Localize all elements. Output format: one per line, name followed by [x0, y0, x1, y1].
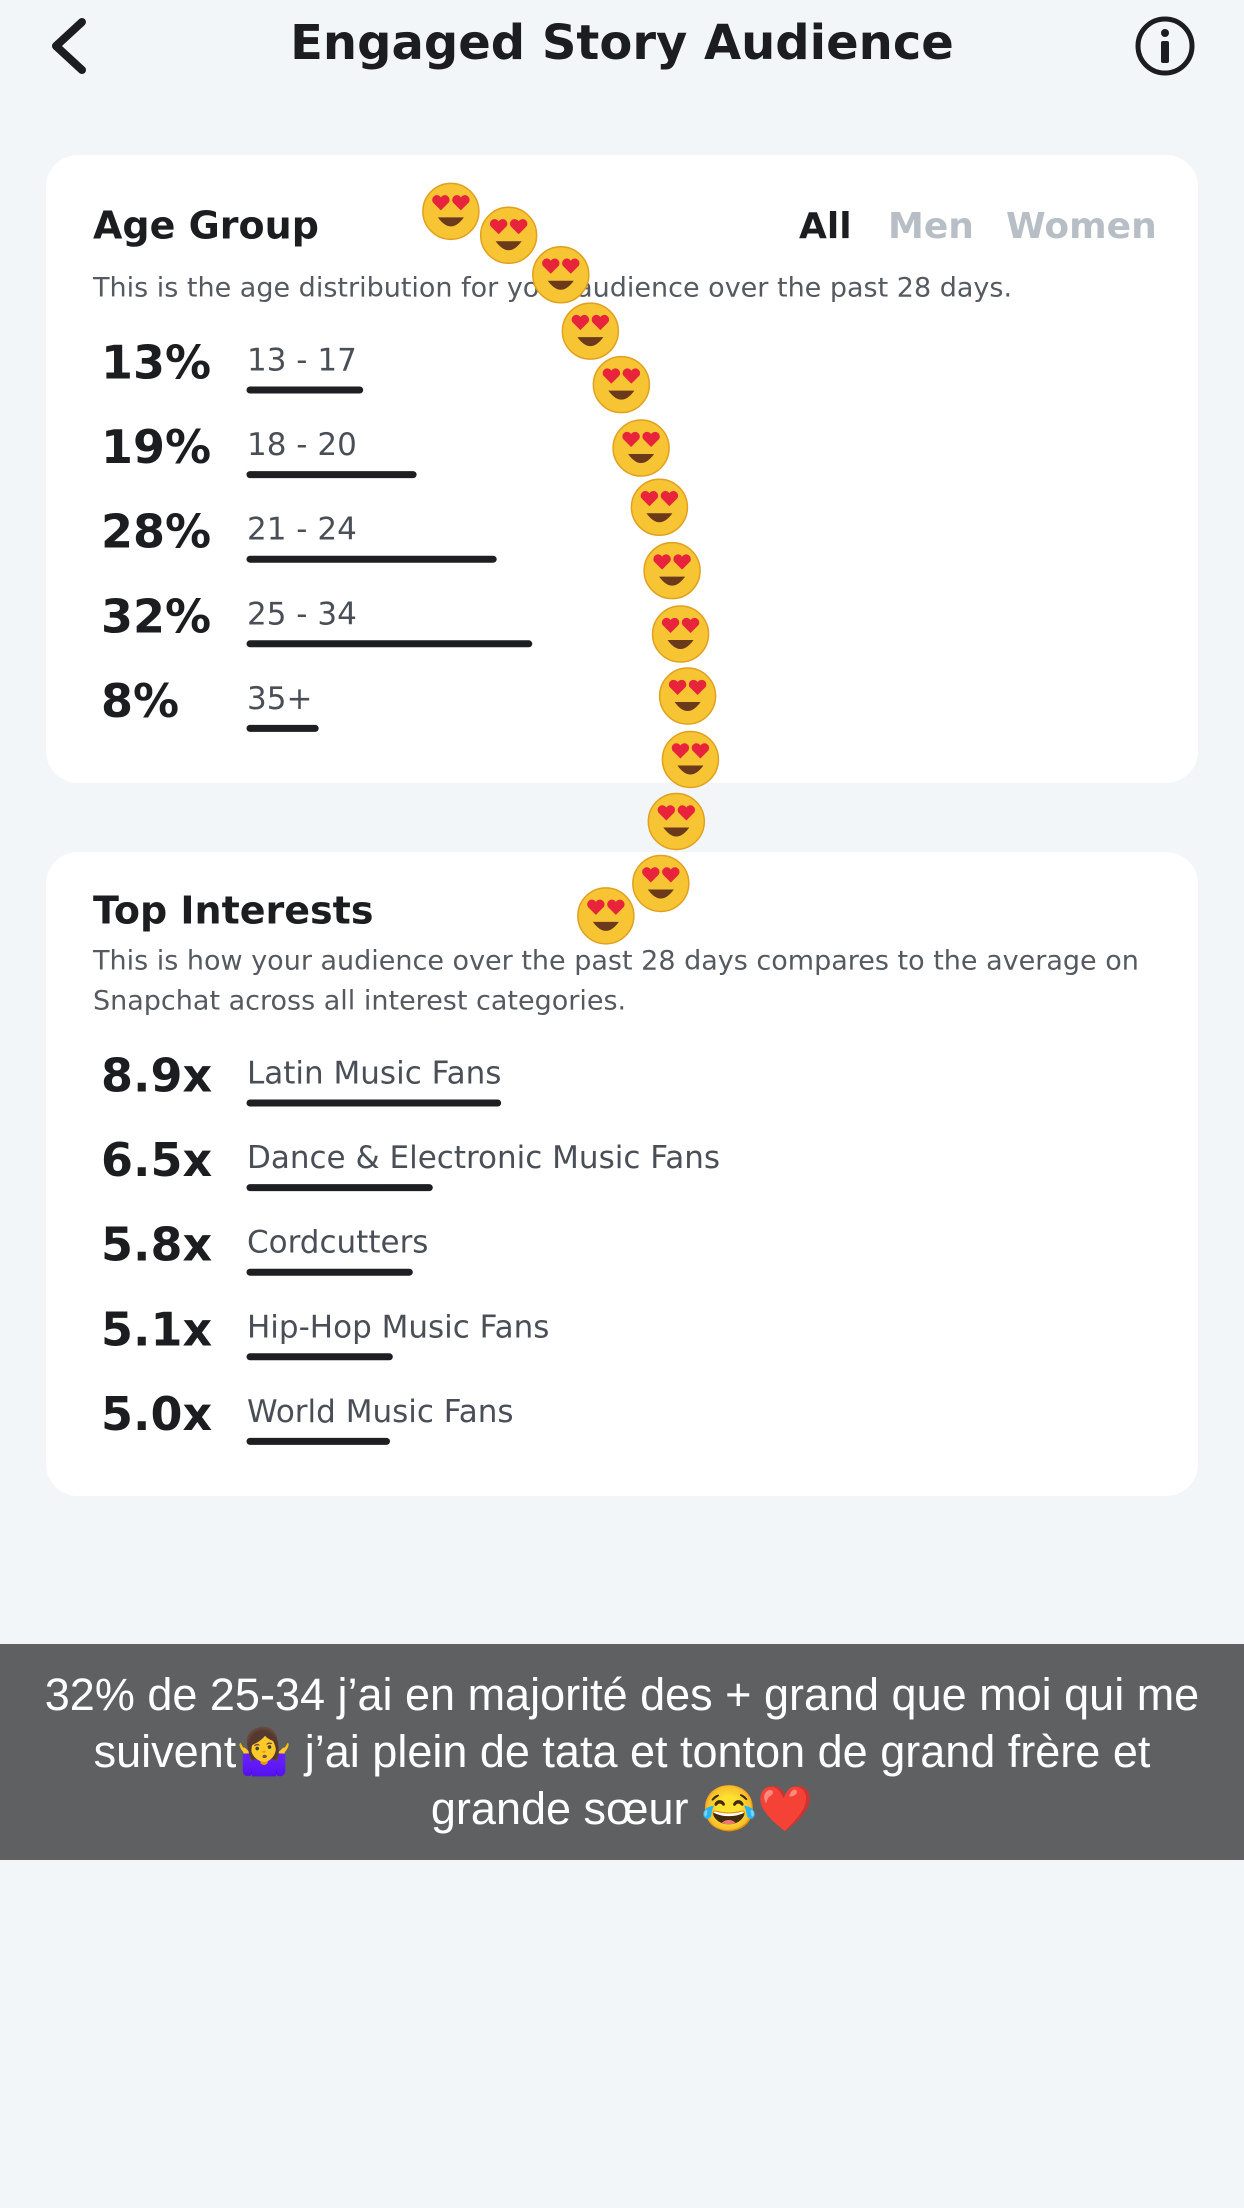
emoji-mouth — [577, 337, 604, 347]
emoji-mouth — [547, 280, 574, 290]
emoji-heart — [642, 867, 660, 883]
emoji-heart — [653, 554, 671, 570]
stat-value: 19% — [101, 420, 211, 474]
section-description: This is how your audience over the past … — [92, 946, 1139, 977]
interests-card — [46, 852, 1198, 1496]
emoji-mouth — [437, 217, 464, 227]
emoji-heart — [489, 219, 508, 235]
tab[interactable]: Men — [888, 206, 974, 247]
stat-value: 6.5x — [101, 1133, 212, 1187]
emoji-heart — [671, 743, 690, 759]
emoji-heart — [602, 368, 621, 384]
stat-label: 25 - 34 — [247, 596, 357, 632]
emoji-face — [577, 887, 635, 945]
emoji-heart — [642, 431, 660, 448]
caption: 32% de 25-34 j’ai en majorité des + gran… — [0, 1644, 1244, 1860]
section-title: Top Interests — [93, 889, 373, 933]
emoji-heart — [622, 431, 640, 448]
emoji-heart — [432, 195, 450, 211]
emoji-face — [612, 419, 670, 477]
section-description: Snapchat across all interest categories. — [93, 986, 626, 1017]
emoji-heart — [571, 314, 590, 331]
emoji-mouth — [646, 513, 673, 523]
emoji-trail — [422, 182, 720, 945]
tab[interactable]: Women — [1006, 206, 1157, 247]
emoji-heart — [640, 491, 659, 507]
emoji-face — [422, 182, 480, 241]
emoji-mouth — [674, 702, 701, 712]
stat-label: World Music Fans — [247, 1394, 514, 1430]
emoji-face — [643, 541, 701, 600]
stat-value: 5.0x — [101, 1387, 212, 1441]
emoji-heart — [681, 617, 700, 634]
emoji-heart — [673, 554, 691, 570]
emoji-heart — [691, 743, 710, 759]
emoji-heart — [607, 899, 625, 915]
stat-label: Cordcutters — [247, 1225, 428, 1261]
stat-value: 8% — [101, 674, 179, 728]
emoji-heart — [591, 314, 610, 331]
emoji-heart — [677, 805, 696, 821]
info-button[interactable] — [1135, 16, 1195, 76]
emoji-face — [647, 792, 706, 851]
stat-label: Hip-Hop Music Fans — [247, 1309, 549, 1345]
emoji-face — [479, 206, 538, 265]
emoji-mouth — [647, 889, 674, 899]
stat-label: 21 - 24 — [247, 512, 357, 548]
emoji-heart — [661, 617, 680, 634]
emoji-heart — [622, 368, 641, 384]
emoji-mouth — [495, 241, 522, 251]
emoji-face — [592, 355, 651, 414]
emoji-face — [630, 478, 689, 536]
emoji-heart — [657, 805, 676, 821]
emoji-heart — [587, 899, 605, 915]
emoji-mouth — [608, 390, 635, 400]
section-title: Age Group — [93, 204, 319, 248]
emoji-face — [561, 302, 620, 360]
emoji-face — [632, 854, 690, 913]
emoji-face — [658, 667, 717, 725]
emoji-heart — [688, 679, 707, 696]
emoji-heart — [662, 867, 680, 883]
stat-value: 5.1x — [101, 1302, 212, 1356]
page-title: Engaged Story Audience — [290, 15, 954, 71]
stat-value: 13% — [101, 336, 211, 390]
tab[interactable]: All — [799, 206, 852, 247]
stat-value: 28% — [101, 505, 211, 559]
stat-label: 18 - 20 — [247, 427, 357, 463]
emoji-face — [651, 605, 710, 663]
emoji-heart — [562, 258, 580, 274]
emoji-face — [661, 730, 720, 789]
emoji-mouth — [677, 765, 704, 775]
emoji-mouth — [667, 640, 694, 650]
emoji-mouth — [592, 921, 619, 931]
emoji-mouth — [628, 454, 655, 464]
stat-value: 32% — [101, 589, 211, 643]
stat-value: 5.8x — [101, 1218, 212, 1272]
emoji-heart — [542, 258, 560, 274]
emoji-mouth — [659, 576, 686, 586]
stat-label: 35+ — [247, 681, 312, 717]
emoji-heart — [668, 679, 687, 696]
stat-label: Latin Music Fans — [247, 1056, 501, 1092]
emoji-heart — [509, 219, 528, 235]
emoji-heart — [452, 195, 470, 211]
emoji-face — [532, 246, 590, 304]
stat-label: 13 - 17 — [247, 343, 357, 379]
stat-value: 8.9x — [101, 1049, 212, 1103]
emoji-mouth — [663, 827, 690, 837]
back-button[interactable] — [52, 18, 86, 74]
stat-label: Dance & Electronic Music Fans — [247, 1140, 720, 1176]
emoji-heart — [660, 491, 679, 507]
